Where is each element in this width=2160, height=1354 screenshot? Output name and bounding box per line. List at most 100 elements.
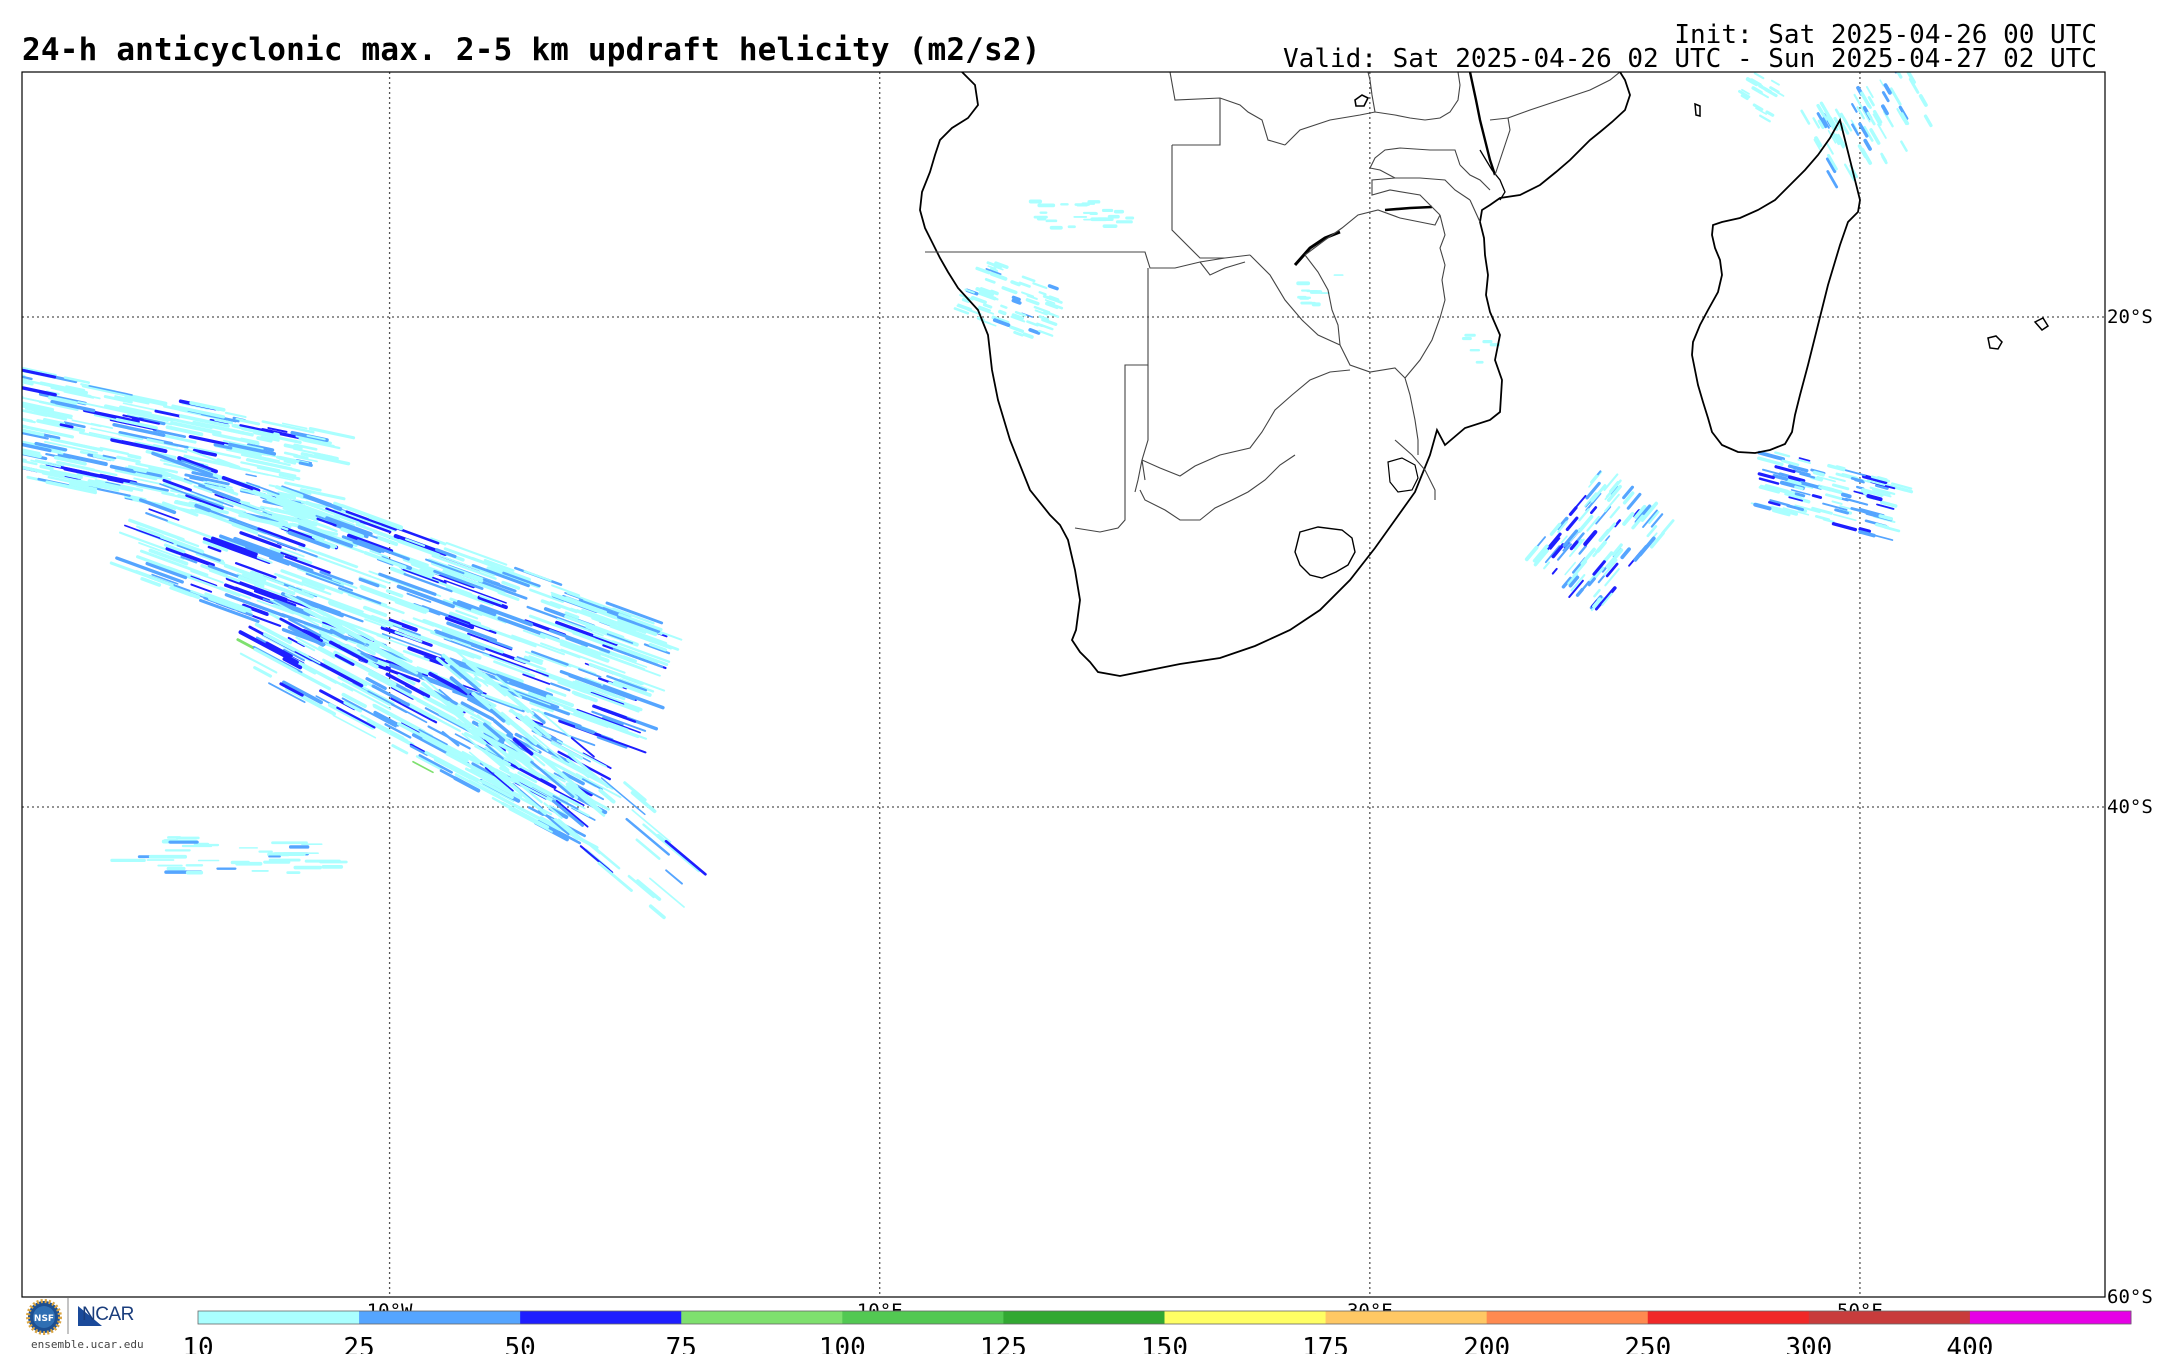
region-eswatini (1387, 457, 1419, 493)
helicity-streak (235, 417, 261, 426)
helicity-streak (22, 464, 23, 468)
helicity-streak (154, 409, 182, 418)
helicity-streak (564, 614, 625, 639)
helicity-streak (1000, 304, 1008, 309)
helicity-streak (115, 556, 184, 584)
helicity-streak (1834, 108, 1842, 119)
helicity-streak (110, 437, 168, 454)
helicity-streak (1577, 514, 1594, 533)
helicity-streak (297, 525, 354, 548)
helicity-streak (1574, 494, 1587, 509)
helicity-streak (1598, 528, 1611, 543)
helicity-streak (485, 696, 525, 713)
helicity-streak (648, 904, 666, 920)
helicity-streak (366, 719, 415, 747)
helicity-streak (1038, 315, 1050, 321)
helicity-streak (1794, 485, 1804, 491)
helicity-streak (471, 564, 530, 588)
helicity-streak (128, 518, 185, 542)
helicity-streak (165, 546, 215, 568)
helicity-streak (1890, 482, 1913, 490)
helicity-streak (559, 642, 610, 663)
helicity-streak (1854, 478, 1865, 484)
helicity-streak (171, 404, 226, 419)
helicity-streak (200, 564, 228, 577)
helicity-streak (1918, 94, 1928, 107)
helicity-streak (411, 695, 457, 720)
helicity-streak (1762, 86, 1773, 94)
helicity-streak (389, 566, 406, 575)
helicity-streak (281, 422, 308, 430)
country-borders (925, 72, 1621, 533)
helicity-streak (163, 462, 197, 472)
helicity-streak (55, 388, 101, 400)
helicity-streak (380, 557, 394, 565)
helicity-streak (285, 686, 337, 716)
helicity-streak (1816, 112, 1828, 129)
helicity-streak (455, 609, 479, 620)
helicity-streak (551, 584, 581, 597)
helicity-streak (172, 418, 213, 430)
helicity-streak (227, 428, 254, 437)
helicity-streak (478, 722, 500, 741)
helicity-streak (1832, 513, 1857, 522)
region-mauritius (1987, 335, 2003, 350)
region-lake-cahora (1384, 205, 1433, 212)
helicity-streak (256, 556, 273, 564)
helicity-streak (1822, 502, 1848, 511)
helicity-streak (1565, 516, 1579, 532)
helicity-streak (1881, 104, 1889, 116)
helicity-streak (543, 802, 563, 819)
helicity-streak (593, 634, 618, 645)
helicity-streak (1858, 122, 1869, 138)
helicity-streak (367, 690, 428, 724)
helicity-streak (545, 687, 567, 697)
helicity-streak (372, 529, 403, 543)
helicity-streak (239, 447, 267, 456)
helicity-streak (1633, 544, 1649, 562)
helicity-streak (565, 636, 589, 647)
helicity-streak (957, 303, 972, 310)
helicity-streak (279, 617, 323, 643)
helicity-streak (1609, 506, 1621, 519)
helicity-streak (365, 677, 387, 690)
helicity-streak (22, 374, 26, 379)
helicity-streak (1811, 494, 1823, 499)
helicity-streak (124, 524, 174, 544)
helicity-streak (953, 307, 970, 315)
helicity-streak (970, 295, 987, 305)
helicity-streak (608, 681, 623, 689)
helicity-streak (333, 501, 384, 523)
helicity-streak (1575, 587, 1584, 597)
helicity-streak (989, 267, 999, 273)
helicity-streak (1603, 473, 1619, 491)
helicity-streak (1648, 510, 1660, 524)
helicity-streak (231, 424, 274, 436)
helicity-streak (1605, 562, 1619, 578)
helicity-streak (1590, 484, 1607, 503)
helicity-streak (433, 757, 472, 780)
helicity-streak (306, 434, 326, 441)
helicity-streak (1898, 105, 1909, 121)
helicity-streak (524, 715, 552, 739)
region-reunion (2033, 317, 2050, 331)
helicity-streak (471, 762, 495, 776)
helicity-streak (515, 805, 561, 831)
helicity-streak (1764, 484, 1790, 494)
helicity-area-mozambique-channel-cluster (1524, 470, 1675, 612)
helicity-streak (1568, 575, 1580, 588)
helicity-streak (1857, 144, 1868, 159)
helicity-streak (287, 636, 306, 648)
helicity-streak (482, 653, 530, 672)
helicity-streak (388, 618, 418, 632)
helicity-streak (522, 629, 546, 640)
helicity-streak (302, 522, 329, 534)
helicity-streak (81, 466, 118, 477)
helicity-streak (448, 615, 497, 634)
helicity-streak (322, 658, 382, 692)
helicity-streak (22, 404, 73, 418)
helicity-streak (228, 519, 281, 540)
helicity-streak (994, 261, 1009, 269)
helicity-streak (1834, 508, 1850, 515)
helicity-streak (435, 656, 463, 680)
